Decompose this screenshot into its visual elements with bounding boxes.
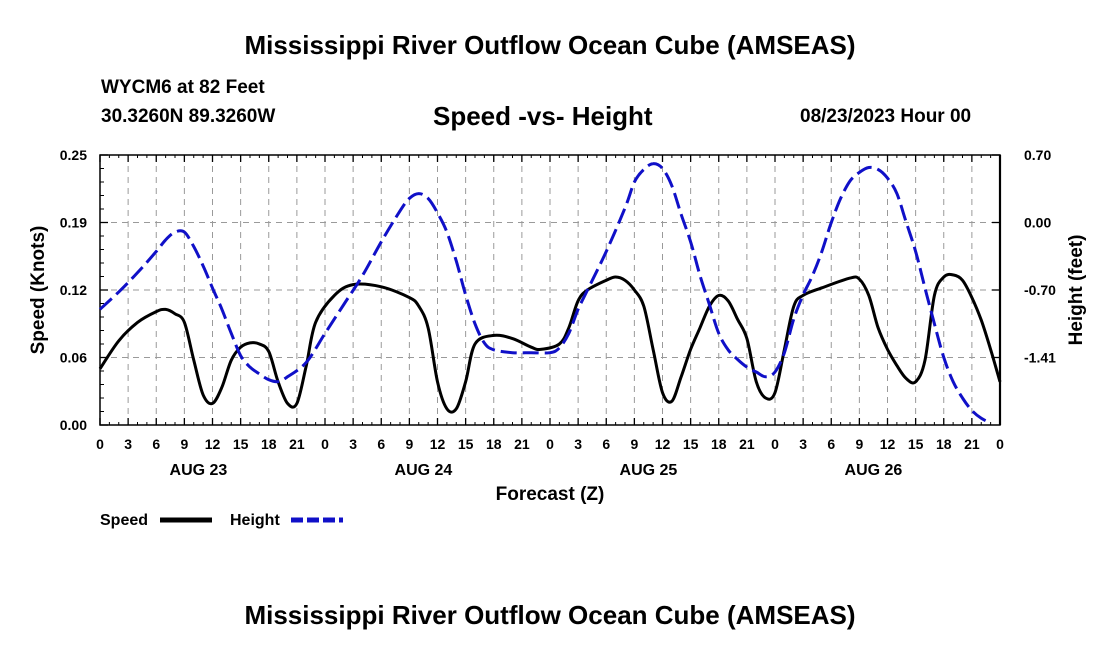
y-left-tick-label: 0.00	[60, 417, 87, 433]
x-tick-label: 3	[574, 436, 582, 452]
x-tick-label: 12	[430, 436, 446, 452]
legend-label-speed: Speed	[100, 512, 148, 529]
y-right-tick-label: 0.70	[1024, 147, 1051, 163]
x-tick-label: 15	[233, 436, 249, 452]
x-tick-label: 21	[964, 436, 980, 452]
x-tick-label: 0	[96, 436, 104, 452]
x-tick-label: 9	[405, 436, 413, 452]
x-tick-label: 15	[458, 436, 474, 452]
y-axis-right-title: Height (feet)	[1066, 235, 1087, 346]
x-tick-label: 6	[602, 436, 610, 452]
labels-layer: 0 3 6 9 12 15 18 21 0 3 6 9 12 15 18 21 0 3 6 9 12 15 18 21 0 3 6 9…	[60, 147, 1056, 479]
x-tick-label: 15	[908, 436, 924, 452]
x-axis-title: Forecast (Z)	[496, 484, 605, 505]
x-tick-label: 6	[152, 436, 160, 452]
x-tick-label: 9	[855, 436, 863, 452]
date-label: AUG 24	[395, 462, 453, 479]
series-layer	[98, 162, 1002, 425]
y-axis-left-title: Speed (Knots)	[28, 226, 49, 355]
y-left-tick-label: 0.12	[60, 282, 87, 298]
x-tick-label: 6	[377, 436, 385, 452]
date-label: AUG 23	[170, 462, 228, 479]
x-tick-label: 3	[349, 436, 357, 452]
x-tick-label: 0	[996, 436, 1004, 452]
x-tick-label: 18	[261, 436, 277, 452]
x-tick-label: 12	[655, 436, 671, 452]
x-tick-label: 0	[321, 436, 329, 452]
y-right-tick-label: -0.70	[1024, 282, 1056, 298]
date-label: AUG 26	[845, 462, 903, 479]
y-left-tick-label: 0.25	[60, 147, 87, 163]
x-tick-label: 9	[630, 436, 638, 452]
x-tick-label: 21	[289, 436, 305, 452]
series-line-speed	[98, 272, 1002, 414]
x-tick-label: 21	[514, 436, 530, 452]
x-tick-label: 3	[799, 436, 807, 452]
x-tick-label: 12	[880, 436, 896, 452]
y-right-tick-label: -1.41	[1024, 350, 1056, 366]
y-left-tick-label: 0.19	[60, 215, 87, 231]
y-right-tick-label: 0.00	[1024, 215, 1051, 231]
x-tick-label: 12	[205, 436, 221, 452]
x-tick-label: 3	[124, 436, 132, 452]
x-tick-label: 21	[739, 436, 755, 452]
x-tick-label: 18	[936, 436, 952, 452]
x-tick-label: 15	[683, 436, 699, 452]
coordinates-label: 30.3260N 89.3260W	[101, 106, 276, 127]
x-tick-label: 0	[546, 436, 554, 452]
x-tick-label: 9	[180, 436, 188, 452]
chart-title: Mississippi River Outflow Ocean Cube (AM…	[244, 30, 856, 60]
y-left-tick-label: 0.06	[60, 350, 87, 366]
x-tick-label: 0	[771, 436, 779, 452]
station-label: WYCM6 at 82 Feet	[101, 77, 265, 98]
datetime-label: 08/23/2023 Hour 00	[800, 106, 972, 127]
footer-title: Mississippi River Outflow Ocean Cube (AM…	[244, 600, 856, 630]
legend: Speed Height	[100, 512, 343, 529]
x-tick-label: 18	[711, 436, 727, 452]
series-line-height	[98, 162, 992, 425]
date-label: AUG 25	[620, 462, 678, 479]
legend-label-height: Height	[230, 512, 280, 529]
x-tick-label: 18	[486, 436, 502, 452]
chart-subtitle: Speed -vs- Height	[433, 101, 653, 131]
x-tick-label: 6	[827, 436, 835, 452]
